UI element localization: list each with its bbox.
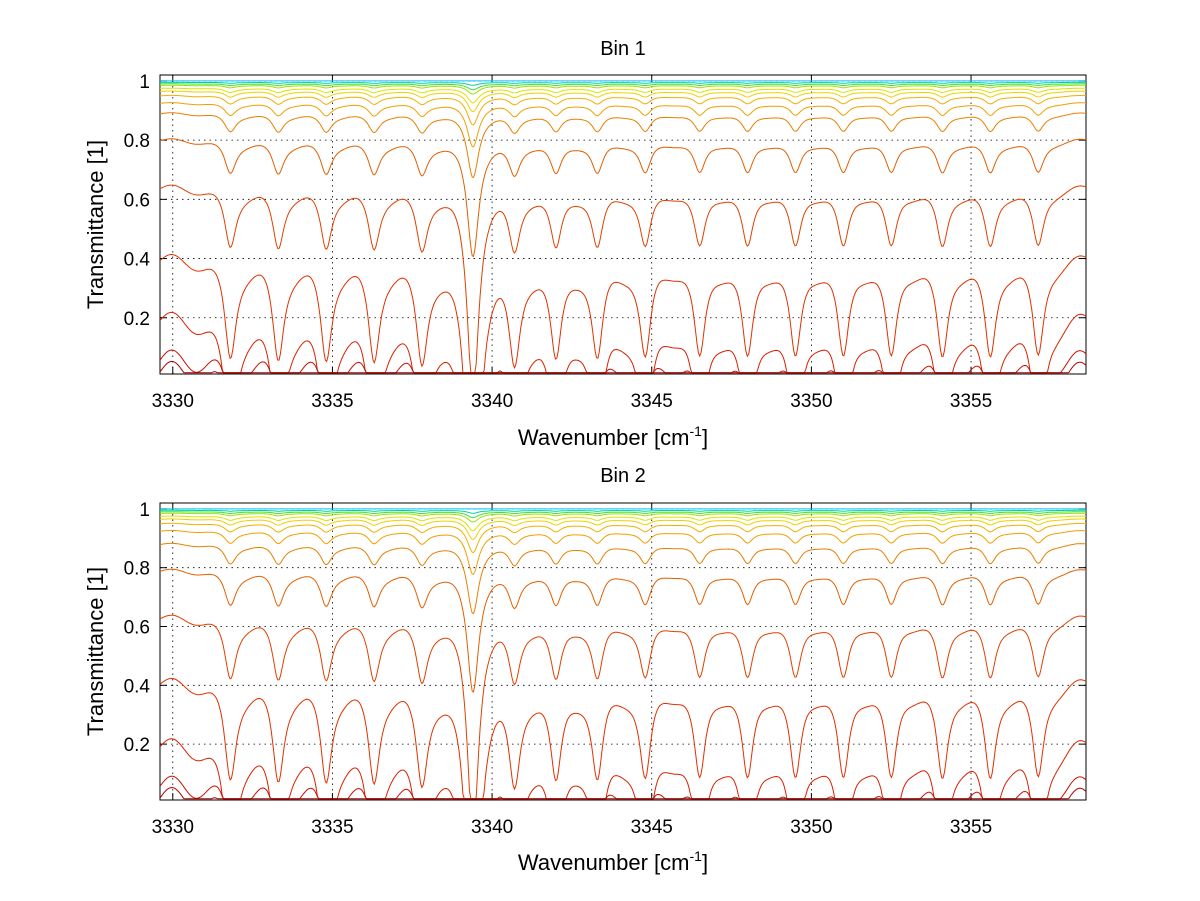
series-line	[159, 360, 1087, 374]
y-tick-label: 0.4	[124, 676, 151, 697]
series-line	[160, 512, 1087, 523]
x-tick-label: 3355	[950, 817, 992, 838]
series-line	[159, 90, 1086, 113]
axes-box	[159, 502, 1087, 801]
series-line	[159, 349, 1087, 374]
series-line	[160, 83, 1086, 91]
chart-panel-2: 3330 3335 3340 3345 3350 3355 0.2 0.4 0.6 0.8 1 Bin…	[83, 465, 1087, 875]
series-line	[159, 94, 1086, 126]
series-line	[159, 511, 1086, 519]
y-tick-label: 0.2	[124, 735, 150, 756]
y-tick-label: 0.8	[124, 559, 150, 580]
y-tick-label: 0.6	[124, 618, 150, 639]
series-line	[159, 138, 1087, 258]
x-tick-label: 3350	[790, 817, 832, 838]
x-axis-label-end: ]	[702, 850, 708, 875]
y-tick-label: 0.6	[124, 190, 150, 211]
series-line	[160, 81, 1086, 86]
series-line	[159, 775, 1087, 800]
series-line	[160, 87, 1087, 104]
x-tick-label: 3335	[311, 817, 353, 838]
x-tick-label: 3350	[790, 391, 832, 412]
y-axis-label: Transmittance [1]	[83, 140, 108, 309]
x-axis-label-main: Wavenumber [cm	[518, 425, 690, 450]
x-axis-label: Wavenumber [cm-1]	[518, 848, 708, 875]
series-line	[159, 184, 1087, 374]
series-line	[159, 102, 1087, 148]
series-line	[160, 515, 1086, 532]
x-tick-label: 3335	[311, 391, 353, 412]
x-axis-label-end: ]	[702, 425, 708, 450]
series-line	[159, 518, 1086, 540]
x-tick-label: 3330	[152, 391, 194, 412]
y-tick-label: 1	[139, 500, 150, 521]
series-line	[159, 568, 1087, 693]
series-line	[159, 112, 1087, 179]
series-line	[159, 542, 1087, 615]
chart-title: Bin 2	[600, 465, 646, 487]
series-line	[160, 84, 1086, 95]
series-line	[159, 738, 1087, 800]
x-axis-label-sup: -1	[690, 423, 703, 439]
y-axis-label: Transmittance [1]	[83, 567, 108, 736]
x-axis-label-sup: -1	[690, 848, 703, 864]
x-tick-label: 3340	[471, 817, 513, 838]
series-line	[159, 522, 1087, 554]
y-tick-label: 0.4	[124, 250, 151, 271]
y-tick-label: 0.2	[124, 309, 150, 330]
series-line	[160, 509, 1086, 514]
axes-box	[159, 74, 1087, 375]
y-tick-label: 0.8	[124, 131, 150, 152]
chart-title: Bin 1	[600, 38, 646, 60]
x-tick-label: 3355	[950, 391, 992, 412]
x-axis-label-main: Wavenumber [cm	[518, 850, 690, 875]
chart-panel-1: 3330 3335 3340 3345 3350 3355 0.2 0.4 0.6 0.8 1 Bin…	[83, 38, 1087, 450]
x-tick-label: 3345	[631, 391, 673, 412]
series-line	[159, 786, 1087, 800]
x-axis-label: Wavenumber [cm-1]	[518, 423, 708, 450]
x-tick-label: 3345	[631, 817, 673, 838]
series-line	[159, 254, 1087, 374]
series-line	[159, 529, 1087, 575]
series-line	[159, 677, 1087, 800]
x-tick-label: 3340	[471, 391, 513, 412]
series-line	[159, 311, 1087, 374]
series-line	[159, 614, 1087, 800]
x-tick-label: 3330	[152, 817, 194, 838]
y-tick-label: 1	[139, 72, 150, 93]
